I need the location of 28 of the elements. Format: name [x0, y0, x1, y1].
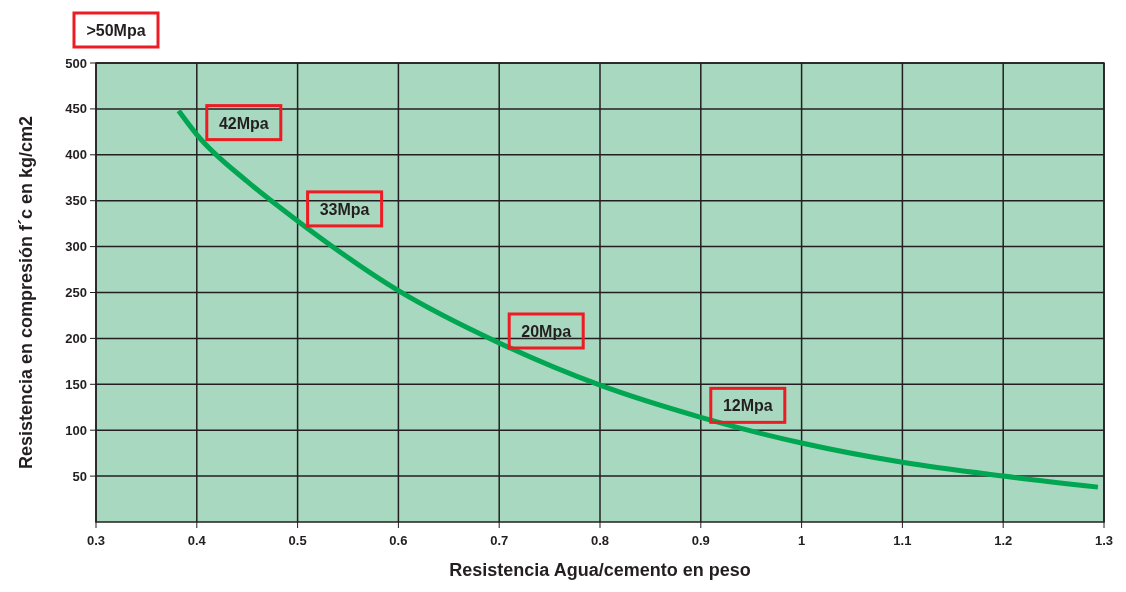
y-tick-label: 50 — [72, 468, 87, 484]
text: >50Mpa — [86, 22, 146, 39]
x-tick-label: 1.1 — [893, 533, 912, 548]
y-tick-label: 450 — [65, 101, 87, 117]
y-tick-label: 400 — [65, 147, 87, 163]
x-tick-label: 1 — [797, 533, 806, 548]
x-tick-label: 0.3 — [86, 533, 106, 548]
x-tick-label: 0.8 — [590, 533, 610, 548]
y-tick-label: 500 — [65, 55, 87, 71]
x-tick-label: 0.5 — [288, 533, 307, 548]
y-tick-label: 350 — [65, 193, 87, 209]
annotation: 20Mpa — [521, 322, 572, 340]
y-tick-label: 250 — [65, 285, 87, 300]
y-tick-label: 150 — [65, 376, 87, 392]
x-axis-title: Resistencia Agua/cemento en peso — [449, 560, 751, 580]
x-tick-label: 0.7 — [490, 533, 509, 548]
x-tick-label: 0.9 — [691, 533, 710, 548]
y-axis-title: Resistencia en compresión f´c en kg/cm2 — [16, 115, 36, 470]
annotation: 12Mpa — [722, 397, 773, 415]
y-tick-label: 100 — [65, 422, 87, 438]
x-tick-label: 1.3 — [1094, 533, 1114, 548]
y-tick-label: 200 — [65, 330, 87, 346]
x-tick-label: 0.4 — [187, 533, 207, 548]
y-tick-label: 300 — [65, 239, 87, 255]
x-tick-label: 1.2 — [994, 533, 1013, 548]
x-tick-label: 0.6 — [389, 533, 408, 548]
annotation: 42Mpa — [218, 114, 269, 132]
annotation: 33Mpa — [319, 200, 370, 218]
